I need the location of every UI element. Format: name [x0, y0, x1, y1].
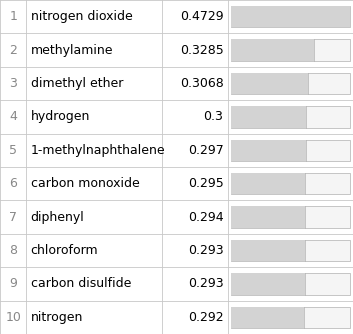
Text: 0.3: 0.3	[204, 111, 223, 123]
Text: 0.4729: 0.4729	[180, 10, 223, 23]
Text: 7: 7	[9, 211, 17, 223]
Text: 0.294: 0.294	[188, 211, 223, 223]
Text: hydrogen: hydrogen	[31, 111, 90, 123]
Bar	[231, 6, 350, 27]
Text: carbon disulfide: carbon disulfide	[31, 278, 131, 290]
Bar	[231, 173, 350, 194]
Text: nitrogen: nitrogen	[31, 311, 83, 324]
Text: dimethyl ether: dimethyl ether	[31, 77, 123, 90]
Bar	[231, 73, 308, 94]
Bar	[231, 307, 350, 328]
Bar	[231, 106, 306, 128]
Text: diphenyl: diphenyl	[31, 211, 84, 223]
Bar	[231, 273, 350, 295]
Text: 9: 9	[9, 278, 17, 290]
Text: nitrogen dioxide: nitrogen dioxide	[31, 10, 132, 23]
Bar	[231, 240, 350, 261]
Bar	[231, 240, 305, 261]
Text: 0.293: 0.293	[188, 278, 223, 290]
Bar	[231, 73, 350, 94]
Bar	[231, 140, 350, 161]
Bar	[231, 39, 313, 61]
Text: methylamine: methylamine	[31, 44, 113, 56]
Text: 8: 8	[9, 244, 17, 257]
Text: chloroform: chloroform	[31, 244, 98, 257]
Text: 0.297: 0.297	[188, 144, 223, 157]
Text: 10: 10	[5, 311, 21, 324]
Bar	[231, 140, 306, 161]
Bar	[231, 6, 350, 27]
Bar	[231, 106, 350, 128]
Text: 5: 5	[9, 144, 17, 157]
Bar	[231, 173, 305, 194]
Text: 4: 4	[9, 111, 17, 123]
Text: 0.293: 0.293	[188, 244, 223, 257]
Bar	[231, 206, 350, 228]
Text: 6: 6	[9, 177, 17, 190]
Text: 0.292: 0.292	[188, 311, 223, 324]
Bar	[231, 206, 305, 228]
Text: 0.295: 0.295	[188, 177, 223, 190]
Text: 0.3068: 0.3068	[180, 77, 223, 90]
Text: 3: 3	[9, 77, 17, 90]
Bar	[231, 307, 304, 328]
Text: 2: 2	[9, 44, 17, 56]
Text: carbon monoxide: carbon monoxide	[31, 177, 139, 190]
Text: 0.3285: 0.3285	[180, 44, 223, 56]
Text: 1: 1	[9, 10, 17, 23]
Bar	[231, 39, 350, 61]
Text: 1-methylnaphthalene: 1-methylnaphthalene	[31, 144, 165, 157]
Bar	[231, 273, 305, 295]
